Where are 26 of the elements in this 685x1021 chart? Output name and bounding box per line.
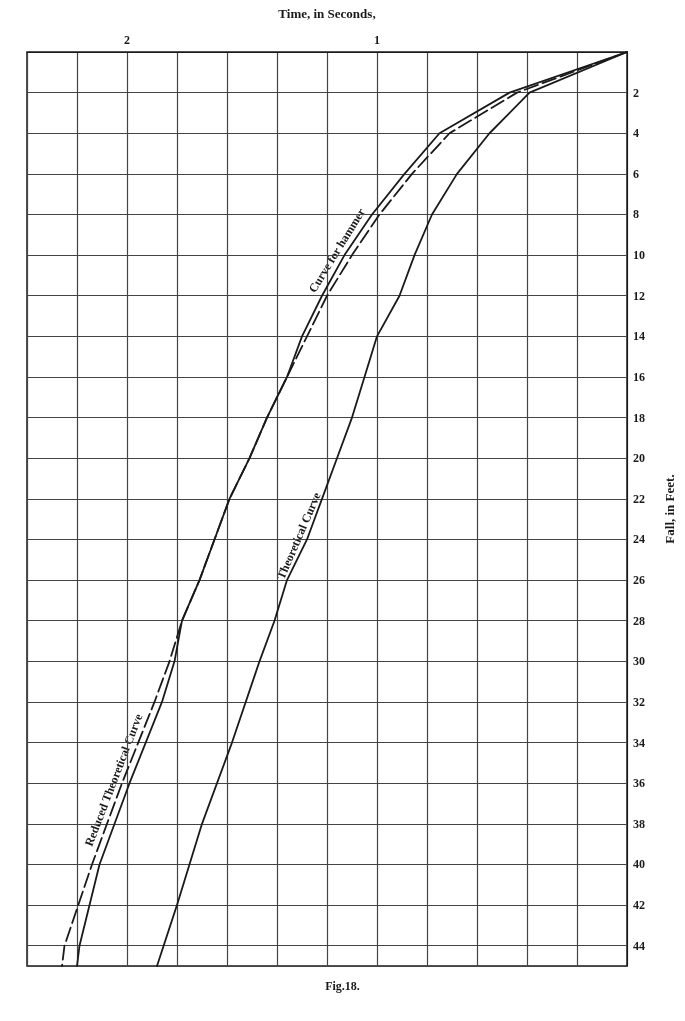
y-tick-label: 26: [633, 573, 645, 588]
x-tick-label: 1: [374, 33, 380, 47]
y-tick-label: 8: [633, 207, 639, 222]
y-tick-label: 2: [633, 85, 639, 100]
caption: Fig.18.: [325, 979, 360, 993]
y-tick-label: 44: [633, 938, 645, 953]
y-tick-label: 34: [633, 735, 645, 750]
y-tick-label: 28: [633, 613, 645, 628]
y-tick-label: 42: [633, 898, 645, 913]
y-tick-label: 20: [633, 451, 645, 466]
y-tick-label: 10: [633, 248, 645, 263]
y-tick-label: 36: [633, 776, 645, 791]
y-tick-label: 38: [633, 816, 645, 831]
y-axis-title: Fall, in Feet.: [662, 474, 677, 544]
y-tick-label: 22: [633, 491, 645, 506]
y-tick-label: 4: [633, 126, 639, 141]
y-tick-label: 24: [633, 532, 645, 547]
y-tick-label: 16: [633, 369, 645, 384]
y-tick-label: 14: [633, 329, 645, 344]
y-tick-label: 12: [633, 288, 645, 303]
y-tick-label: 18: [633, 410, 645, 425]
y-tick-label: 6: [633, 166, 639, 181]
x-axis-title: Time, in Seconds,: [278, 6, 376, 21]
y-tick-label: 32: [633, 694, 645, 709]
y-tick-label: 40: [633, 857, 645, 872]
y-tick-label: 30: [633, 654, 645, 669]
